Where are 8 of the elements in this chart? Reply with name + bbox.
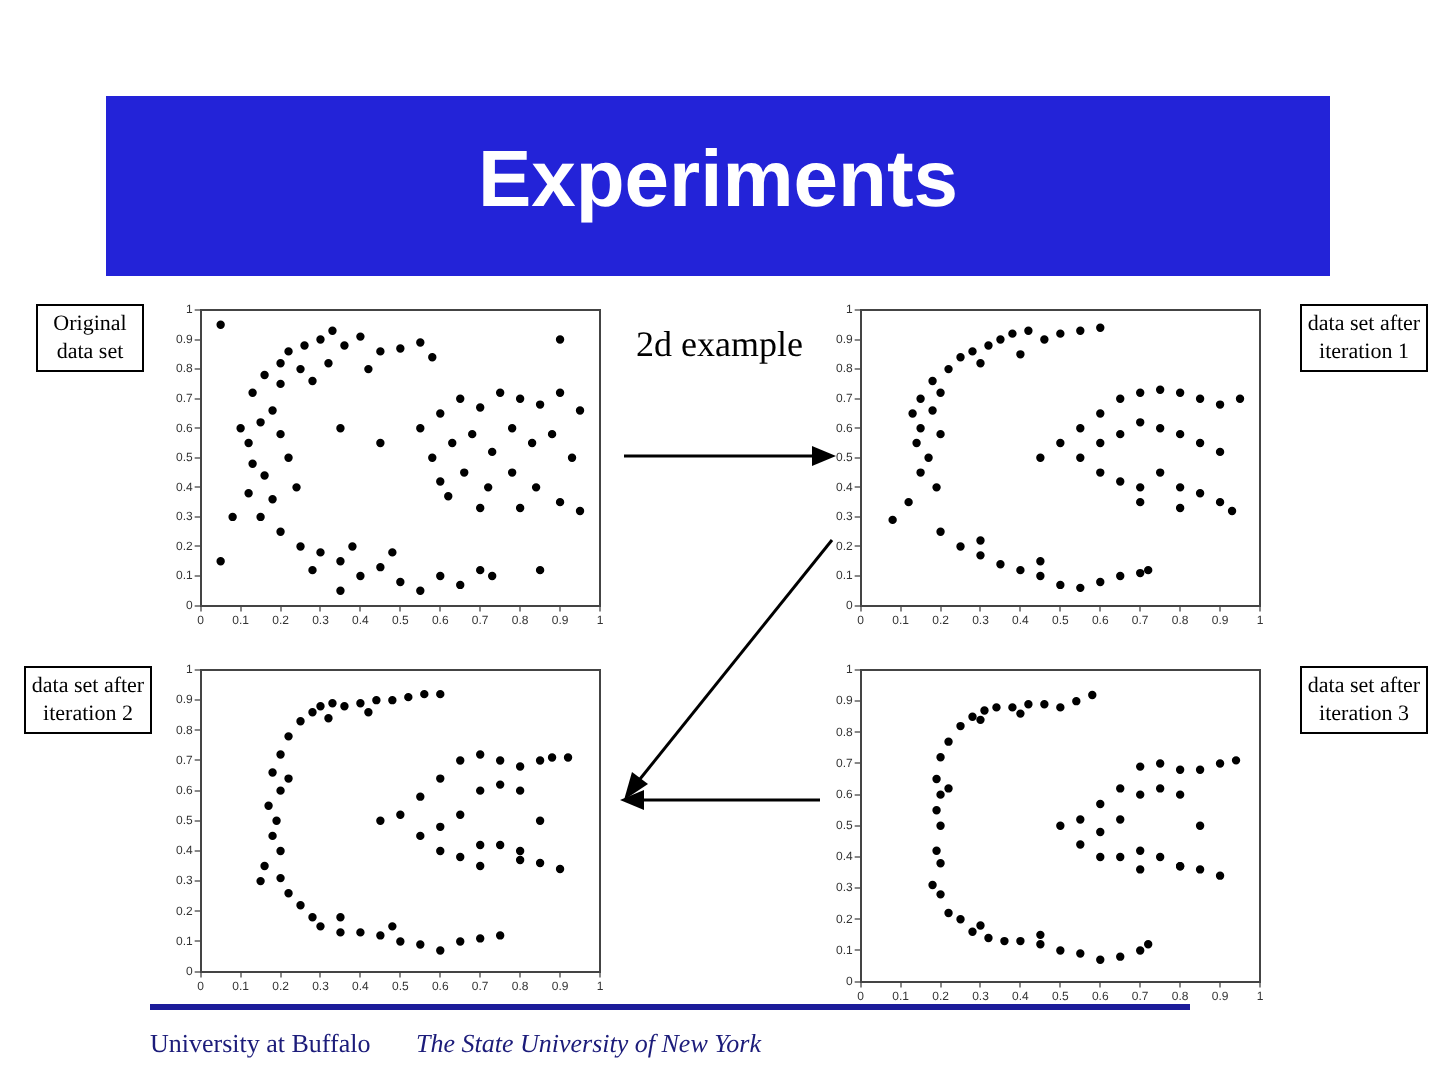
text: 2d example: [636, 324, 803, 366]
text: Experiments: [475, 136, 961, 226]
text: data set after iteration 3: [1300, 666, 1428, 734]
text: data set after iteration 1: [1300, 304, 1428, 372]
text: University at Buffalo: [150, 1028, 371, 1060]
text: Original data set: [36, 304, 144, 372]
text: data set after iteration 2: [24, 666, 152, 734]
text: The State University of New York: [416, 1028, 761, 1060]
